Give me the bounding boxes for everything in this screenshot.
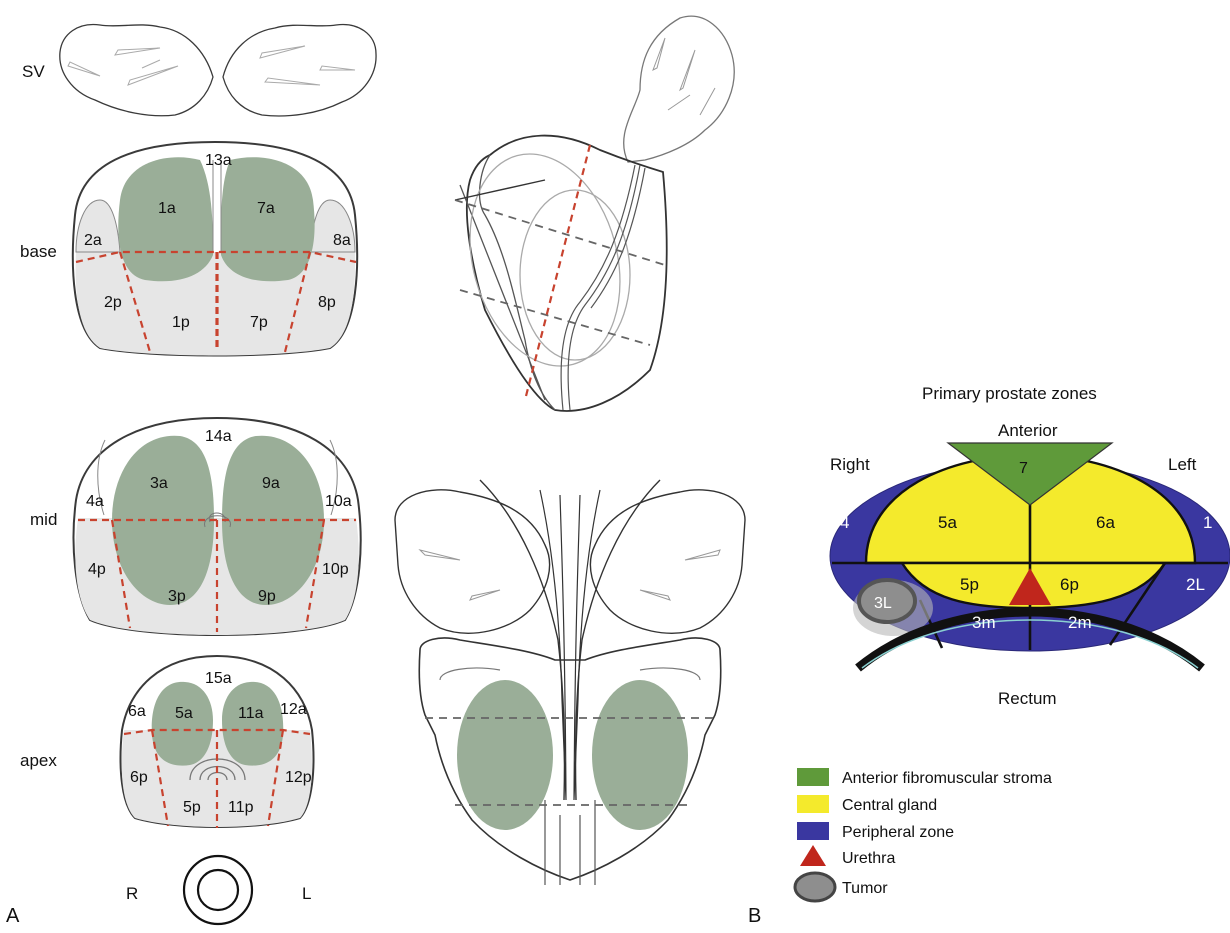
seg-2p: 2p — [104, 294, 122, 311]
seg-11a: 11a — [238, 705, 264, 722]
apex-section: 15a 5a 11a 6a 12a 6p 5p 11p 12p — [119, 654, 315, 828]
seg-4a: 4a — [86, 493, 104, 510]
zones-title: Primary prostate zones — [922, 384, 1097, 403]
legend-swatch-peripheral — [797, 822, 829, 840]
panel-label-a: A — [6, 905, 20, 927]
seg-7a: 7a — [257, 200, 275, 217]
seg-6p: 6p — [130, 769, 148, 786]
seg-10p: 10p — [322, 561, 349, 578]
zones-diagram — [829, 442, 1230, 672]
seg-1a: 1a — [158, 200, 176, 217]
zone-2l: 2L — [1186, 575, 1205, 594]
legend-label-1: Central gland — [842, 797, 937, 814]
seg-2a: 2a — [84, 232, 102, 249]
tumor-3l — [857, 578, 917, 624]
seg-9a: 9a — [262, 475, 280, 492]
orientation-marker: R L — [126, 854, 311, 926]
seg-10a: 10a — [325, 493, 352, 510]
row-label-mid: mid — [30, 510, 57, 529]
zone-3l: 3L — [874, 595, 892, 612]
seg-8a: 8a — [333, 232, 351, 249]
label-right: Right — [830, 455, 870, 474]
seg-6a: 6a — [128, 703, 146, 720]
seg-11p: 11p — [228, 799, 254, 816]
seg-13a: 13a — [205, 152, 232, 169]
legend: Anterior fibromuscular stroma Central gl… — [793, 768, 1052, 903]
row-label-apex: apex — [20, 751, 57, 770]
sagittal-view — [454, 15, 735, 412]
seg-8p: 8p — [318, 294, 336, 311]
panel-label-b: B — [748, 905, 761, 927]
orient-r: R — [126, 884, 138, 903]
zone-5a: 5a — [938, 513, 957, 532]
sv-left — [59, 23, 214, 117]
mid-section: 14a 3a 9a 4a 10a 4p 3p 9p 10p — [72, 416, 362, 636]
seg-1p: 1p — [172, 314, 190, 331]
orient-l: L — [302, 884, 311, 903]
seg-5a: 5a — [175, 705, 193, 722]
zone-5p: 5p — [960, 575, 979, 594]
urethra-marker — [1009, 568, 1051, 605]
zone-7: 7 — [1019, 460, 1028, 477]
zone-afms-triangle — [946, 442, 1114, 506]
label-left: Left — [1168, 455, 1197, 474]
label-anterior: Anterior — [998, 421, 1058, 440]
label-rectum: Rectum — [998, 689, 1057, 708]
legend-label-2: Peripheral zone — [842, 824, 954, 841]
seg-12a: 12a — [280, 701, 307, 718]
zone-6a: 6a — [1096, 513, 1115, 532]
row-label-base: base — [20, 242, 57, 261]
zone-2m: 2m — [1068, 613, 1092, 632]
seg-14a: 14a — [205, 428, 232, 445]
legend-swatch-afms — [797, 768, 829, 786]
legend-label-4: Tumor — [842, 880, 888, 897]
seg-7p: 7p — [250, 314, 268, 331]
zone-6p: 6p — [1060, 575, 1079, 594]
zone-3m: 3m — [972, 613, 996, 632]
seg-15a: 15a — [205, 670, 232, 687]
rectum-arc — [855, 607, 1205, 672]
sv-right — [222, 23, 377, 117]
seg-9p: 9p — [258, 588, 276, 605]
legend-swatch-central — [797, 795, 829, 813]
seg-12p: 12p — [285, 769, 312, 786]
zone-1: 1 — [1203, 513, 1212, 532]
zone-4: 4 — [840, 513, 849, 532]
legend-swatch-urethra — [800, 845, 826, 866]
base-section: 13a 1a 7a 2a 8a 2p 1p 7p 8p — [71, 140, 359, 357]
seg-5p: 5p — [183, 799, 201, 816]
legend-label-0: Anterior fibromuscular stroma — [842, 770, 1052, 787]
legend-swatch-tumor — [793, 871, 837, 903]
seg-4p: 4p — [88, 561, 106, 578]
coronal-view — [394, 479, 746, 885]
legend-label-3: Urethra — [842, 850, 895, 867]
seg-3a: 3a — [150, 475, 168, 492]
seg-3p: 3p — [168, 588, 186, 605]
row-label-sv: SV — [22, 62, 45, 81]
